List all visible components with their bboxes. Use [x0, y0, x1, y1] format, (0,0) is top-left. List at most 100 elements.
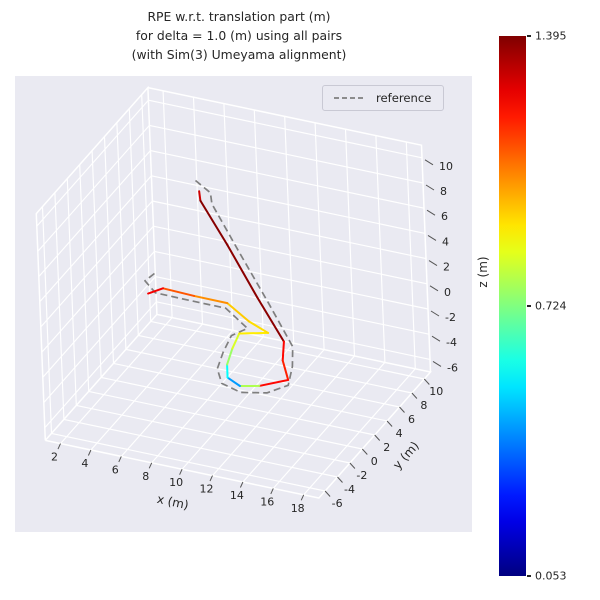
x-tick [57, 443, 61, 450]
legend-label-reference: reference [376, 91, 432, 105]
z-tick-label: 10 [439, 160, 453, 173]
y-tick [324, 490, 331, 497]
estimate-trajectory-segment [256, 296, 285, 343]
x-tick-label: 6 [112, 463, 119, 476]
x-tick [179, 468, 183, 475]
title-line-3: (with Sim(3) Umeyama alignment) [131, 46, 347, 62]
grid-line [40, 200, 153, 328]
x-tick-label: 12 [200, 483, 214, 496]
grid-line [37, 125, 150, 252]
x-tick-label: 4 [81, 457, 88, 470]
pane-edge-left-wall [35, 85, 158, 441]
chart-title: RPE w.r.t. translation part (m) for delt… [0, 8, 478, 65]
z-tick-label: 0 [444, 286, 451, 299]
grid-line [125, 348, 400, 408]
estimate-trajectory-segment [226, 302, 250, 323]
grid-line [88, 390, 363, 450]
title-line-1: RPE w.r.t. translation part (m) [147, 9, 331, 24]
colorbar: 1.395 0.724 0.053 [499, 30, 599, 583]
estimate-trajectory-segment [226, 347, 234, 366]
estimate-trajectory-segment [161, 287, 196, 297]
grid-line [154, 250, 429, 310]
grid-line [153, 225, 428, 285]
colorbar-gradient [499, 36, 526, 576]
grid-line [100, 376, 375, 436]
x-tick [239, 481, 244, 488]
grid-line [44, 301, 157, 429]
grid-line [43, 276, 156, 403]
y-tick-label: 4 [396, 427, 403, 440]
y-tick [337, 476, 343, 483]
x-tick [118, 456, 122, 463]
y-tick-label: -6 [332, 497, 343, 510]
z-tick-label: 6 [441, 210, 448, 223]
grid-line [155, 276, 430, 335]
grid-line [138, 334, 413, 394]
x-tick [300, 494, 305, 501]
z-tick [429, 285, 439, 292]
z-tick [427, 234, 437, 241]
z-axis-label: z (m) [476, 256, 490, 287]
estimate-trajectory-segment [281, 340, 285, 362]
reference-dashed-line-sample [334, 97, 366, 99]
title-line-2: for delta = 1.0 (m) using all pairs [135, 27, 343, 43]
z-tick [424, 159, 434, 166]
y-tick [411, 392, 418, 399]
y-tick-label: -2 [356, 469, 367, 482]
y-tick [386, 420, 393, 427]
estimate-trajectory-segment [231, 332, 241, 350]
y-tick-label: -4 [344, 483, 355, 496]
estimate-trajectory-segment [147, 287, 164, 295]
estimate-trajectory-segment [226, 243, 259, 299]
x-tick-label: 18 [291, 502, 305, 515]
estimate-trajectory-segment [281, 359, 290, 381]
x-tick [148, 462, 153, 469]
grid-line [76, 404, 351, 464]
colorbar-tick-label: 0.053 [535, 569, 567, 583]
grid-line [36, 99, 149, 227]
grid-line [38, 150, 151, 277]
estimate-trajectory-segment [198, 190, 202, 202]
y-tick-label: 8 [420, 399, 427, 412]
z-tick-label: 4 [442, 235, 449, 248]
grid-line [42, 251, 155, 378]
grid-line [151, 175, 426, 234]
grid-line [150, 150, 425, 209]
y-tick [374, 434, 381, 441]
x-tick-label: 16 [260, 495, 274, 508]
x-tick-label: 2 [51, 451, 58, 464]
grid-line [149, 124, 424, 184]
z-tick-label: -2 [445, 311, 456, 324]
grid-line [41, 225, 154, 353]
y-tick [399, 406, 405, 413]
grid-line [51, 432, 326, 492]
z-tick-label: 8 [440, 185, 447, 198]
estimate-trajectory-segment [238, 331, 270, 335]
z-tick [428, 260, 438, 267]
x-tick-label: 14 [230, 489, 244, 502]
y-tick-label: 2 [383, 441, 390, 454]
x-tick [87, 449, 92, 456]
estimate-trajectory-segment [258, 378, 290, 387]
colorbar-tick [527, 35, 531, 37]
y-tick-label: 10 [429, 385, 443, 398]
colorbar-tick [527, 575, 531, 577]
colorbar-tick-label: 0.724 [535, 299, 567, 313]
x-tick-label: 8 [142, 470, 149, 483]
y-tick-label: 6 [408, 413, 415, 426]
grid-line [63, 418, 338, 478]
estimate-trajectory-segment [199, 199, 229, 246]
legend: reference [322, 85, 445, 111]
z-tick [430, 310, 440, 317]
estimate-trajectory-segment [247, 320, 270, 334]
colorbar-tick-label: 1.395 [535, 29, 567, 43]
y-tick [423, 378, 430, 385]
y-tick-label: 0 [371, 455, 378, 468]
reference-trajectory [144, 179, 294, 394]
x-axis-label: x (m) [156, 492, 190, 512]
z-tick-label: 2 [443, 261, 450, 274]
grid-line [39, 175, 152, 303]
x-tick [270, 488, 274, 495]
